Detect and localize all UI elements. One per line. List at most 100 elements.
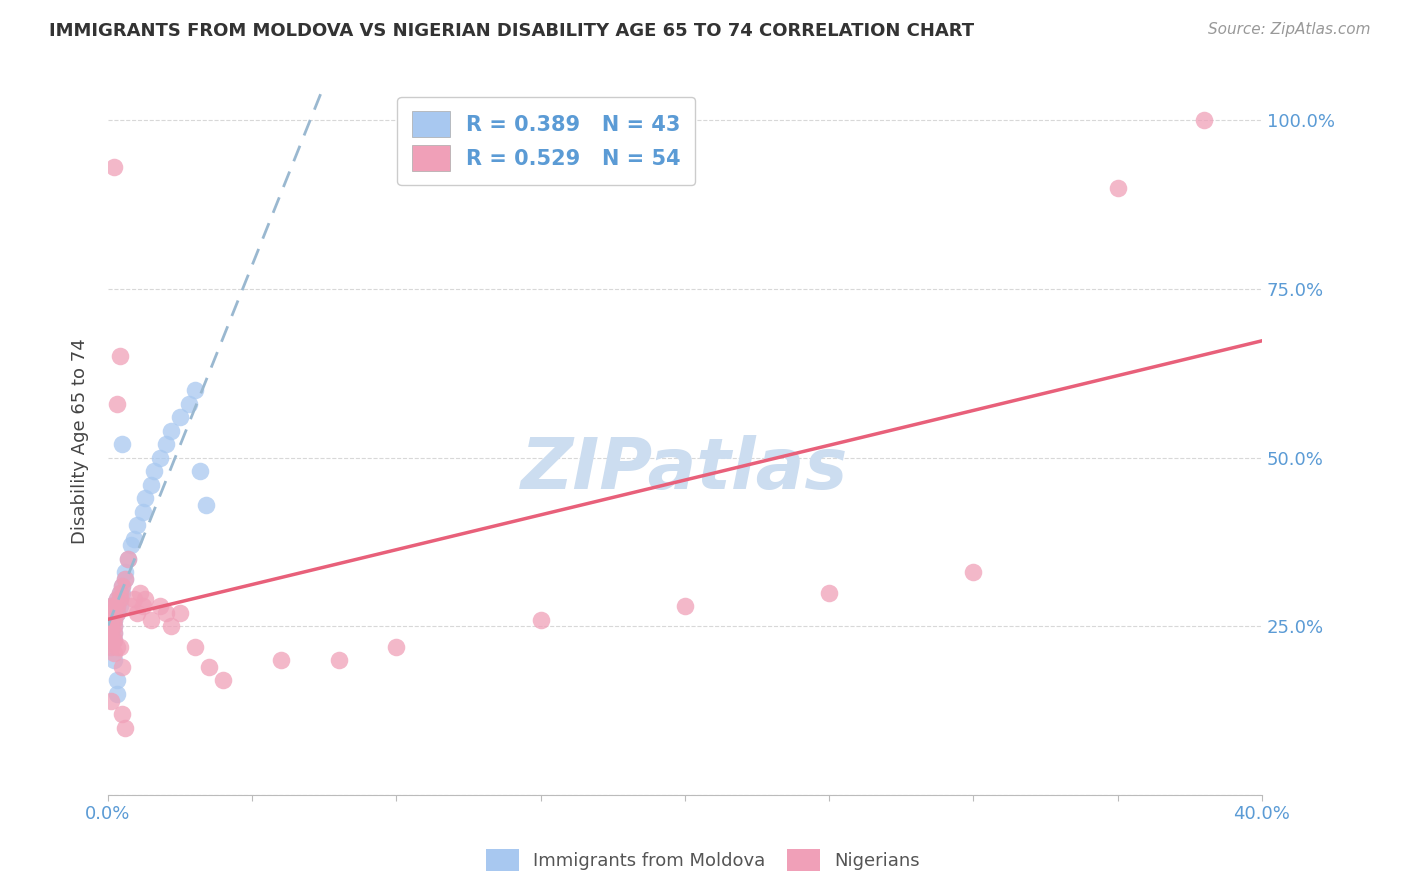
Point (100, 619, 122, 633)
Point (111, 579, 134, 593)
Point (103, 632, 125, 647)
Text: IMMIGRANTS FROM MOLDOVA VS NIGERIAN DISABILITY AGE 65 TO 74 CORRELATION CHART: IMMIGRANTS FROM MOLDOVA VS NIGERIAN DISA… (49, 22, 974, 40)
Point (100, 640, 122, 654)
Point (103, 653, 125, 667)
Point (111, 707, 134, 722)
Point (962, 566, 984, 580)
Point (149, 599, 172, 613)
Point (100, 599, 122, 613)
Text: Source: ZipAtlas.com: Source: ZipAtlas.com (1208, 22, 1371, 37)
Point (183, 383, 205, 397)
Point (105, 673, 128, 688)
Point (160, 424, 183, 438)
Point (103, 619, 125, 633)
Point (120, 599, 142, 613)
Point (183, 640, 205, 654)
Point (100, 693, 122, 707)
Point (100, 632, 122, 647)
Point (103, 161, 125, 175)
Point (177, 396, 200, 410)
Point (160, 619, 183, 633)
Point (103, 646, 125, 660)
Point (111, 585, 134, 599)
Point (270, 653, 292, 667)
Point (328, 653, 350, 667)
Point (100, 626, 122, 640)
Point (100, 599, 122, 613)
Point (114, 572, 136, 586)
Point (108, 640, 131, 654)
Point (108, 585, 131, 599)
Point (108, 592, 131, 607)
Point (100, 619, 122, 633)
Point (100, 606, 122, 620)
Point (111, 660, 134, 674)
Point (169, 606, 191, 620)
Point (105, 687, 128, 701)
Point (108, 599, 131, 613)
Point (105, 592, 128, 607)
Point (100, 626, 122, 640)
Point (141, 613, 163, 627)
Point (385, 640, 408, 654)
Legend: R = 0.389   N = 43, R = 0.529   N = 54: R = 0.389 N = 43, R = 0.529 N = 54 (398, 96, 696, 186)
Point (141, 477, 163, 491)
Point (103, 626, 125, 640)
Point (105, 396, 128, 410)
Point (1192, 113, 1215, 128)
Point (100, 632, 122, 647)
Point (105, 606, 128, 620)
Point (128, 585, 150, 599)
Point (105, 640, 128, 654)
Point (155, 437, 177, 451)
Point (111, 437, 134, 451)
Point (117, 551, 139, 566)
Point (114, 572, 136, 586)
Point (149, 450, 172, 465)
Point (105, 599, 128, 613)
Point (100, 606, 122, 620)
Point (818, 585, 841, 599)
Point (103, 606, 125, 620)
Point (188, 464, 211, 478)
Point (117, 551, 139, 566)
Point (103, 599, 125, 613)
Point (195, 498, 218, 512)
Point (105, 592, 128, 607)
Point (108, 585, 131, 599)
Text: ZIPatlas: ZIPatlas (522, 434, 849, 504)
Point (122, 532, 145, 546)
Point (131, 599, 153, 613)
Point (212, 673, 235, 688)
Point (103, 599, 125, 613)
Point (100, 613, 122, 627)
Point (198, 660, 221, 674)
Point (120, 538, 142, 552)
Point (114, 721, 136, 735)
Point (105, 606, 128, 620)
Point (169, 410, 191, 425)
Point (155, 606, 177, 620)
Point (114, 566, 136, 580)
Point (125, 518, 148, 533)
Point (111, 579, 134, 593)
Point (105, 599, 128, 613)
Point (103, 632, 125, 647)
Point (673, 599, 696, 613)
Point (134, 491, 156, 505)
Point (103, 619, 125, 633)
Point (100, 613, 122, 627)
Legend: Immigrants from Moldova, Nigerians: Immigrants from Moldova, Nigerians (479, 842, 927, 879)
Point (103, 613, 125, 627)
Point (125, 606, 148, 620)
Point (108, 592, 131, 607)
Point (134, 592, 156, 607)
Point (1107, 180, 1129, 194)
Point (103, 606, 125, 620)
Point (530, 613, 553, 627)
Point (103, 626, 125, 640)
Point (100, 640, 122, 654)
Point (122, 592, 145, 607)
Point (108, 349, 131, 363)
Point (103, 613, 125, 627)
